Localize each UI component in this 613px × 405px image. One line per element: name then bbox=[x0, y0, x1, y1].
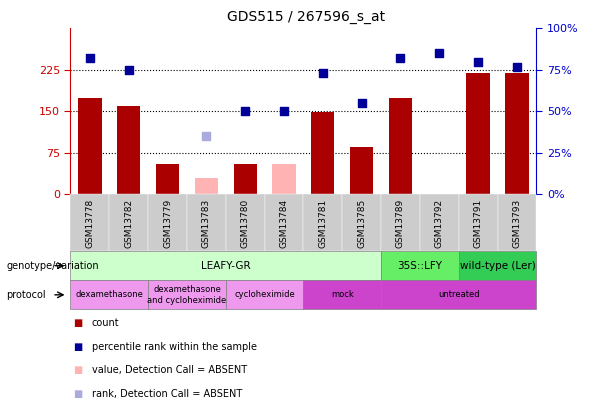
Bar bbox=[78, 98, 102, 194]
Text: ■: ■ bbox=[74, 365, 83, 375]
Text: GSM13793: GSM13793 bbox=[512, 199, 522, 248]
Text: count: count bbox=[92, 318, 120, 328]
Text: dexamethasone
and cycloheximide: dexamethasone and cycloheximide bbox=[147, 285, 227, 305]
Bar bbox=[156, 164, 179, 194]
Text: GSM13791: GSM13791 bbox=[474, 199, 482, 248]
Text: GSM13781: GSM13781 bbox=[318, 199, 327, 248]
Text: GSM13779: GSM13779 bbox=[163, 199, 172, 248]
Text: LEAFY-GR: LEAFY-GR bbox=[201, 261, 251, 271]
Text: protocol: protocol bbox=[6, 290, 46, 300]
Text: cycloheximide: cycloheximide bbox=[234, 290, 295, 299]
Point bbox=[202, 133, 211, 139]
Text: 35S::LFY: 35S::LFY bbox=[397, 261, 443, 271]
Text: untreated: untreated bbox=[438, 290, 479, 299]
Text: ■: ■ bbox=[74, 389, 83, 399]
Text: GSM13780: GSM13780 bbox=[241, 199, 249, 248]
Text: GSM13785: GSM13785 bbox=[357, 199, 366, 248]
Point bbox=[318, 70, 328, 77]
Text: rank, Detection Call = ABSENT: rank, Detection Call = ABSENT bbox=[92, 389, 242, 399]
Bar bbox=[311, 113, 335, 194]
Bar bbox=[466, 72, 490, 194]
Bar bbox=[272, 164, 295, 194]
Text: genotype/variation: genotype/variation bbox=[6, 261, 99, 271]
Text: GSM13789: GSM13789 bbox=[396, 199, 405, 248]
Text: dexamethasone: dexamethasone bbox=[75, 290, 143, 299]
Text: mock: mock bbox=[331, 290, 354, 299]
Point bbox=[124, 66, 134, 73]
Point bbox=[473, 58, 483, 65]
Text: GDS515 / 267596_s_at: GDS515 / 267596_s_at bbox=[227, 10, 386, 24]
Text: GSM13783: GSM13783 bbox=[202, 199, 211, 248]
Text: GSM13792: GSM13792 bbox=[435, 199, 444, 248]
Text: percentile rank within the sample: percentile rank within the sample bbox=[92, 342, 257, 352]
Text: ■: ■ bbox=[74, 342, 83, 352]
Bar bbox=[234, 164, 257, 194]
Text: ■: ■ bbox=[74, 318, 83, 328]
Bar bbox=[505, 72, 528, 194]
Point bbox=[435, 50, 444, 56]
Point bbox=[279, 108, 289, 115]
Point bbox=[395, 55, 405, 62]
Point bbox=[240, 108, 250, 115]
Bar bbox=[117, 106, 140, 194]
Point bbox=[357, 100, 367, 106]
Text: wild-type (Ler): wild-type (Ler) bbox=[460, 261, 535, 271]
Text: GSM13778: GSM13778 bbox=[85, 199, 94, 248]
Text: GSM13782: GSM13782 bbox=[124, 199, 133, 248]
Text: value, Detection Call = ABSENT: value, Detection Call = ABSENT bbox=[92, 365, 247, 375]
Text: GSM13784: GSM13784 bbox=[280, 199, 289, 248]
Bar bbox=[350, 147, 373, 194]
Point bbox=[85, 55, 95, 62]
Bar bbox=[195, 178, 218, 194]
Bar bbox=[389, 98, 412, 194]
Point bbox=[512, 63, 522, 70]
